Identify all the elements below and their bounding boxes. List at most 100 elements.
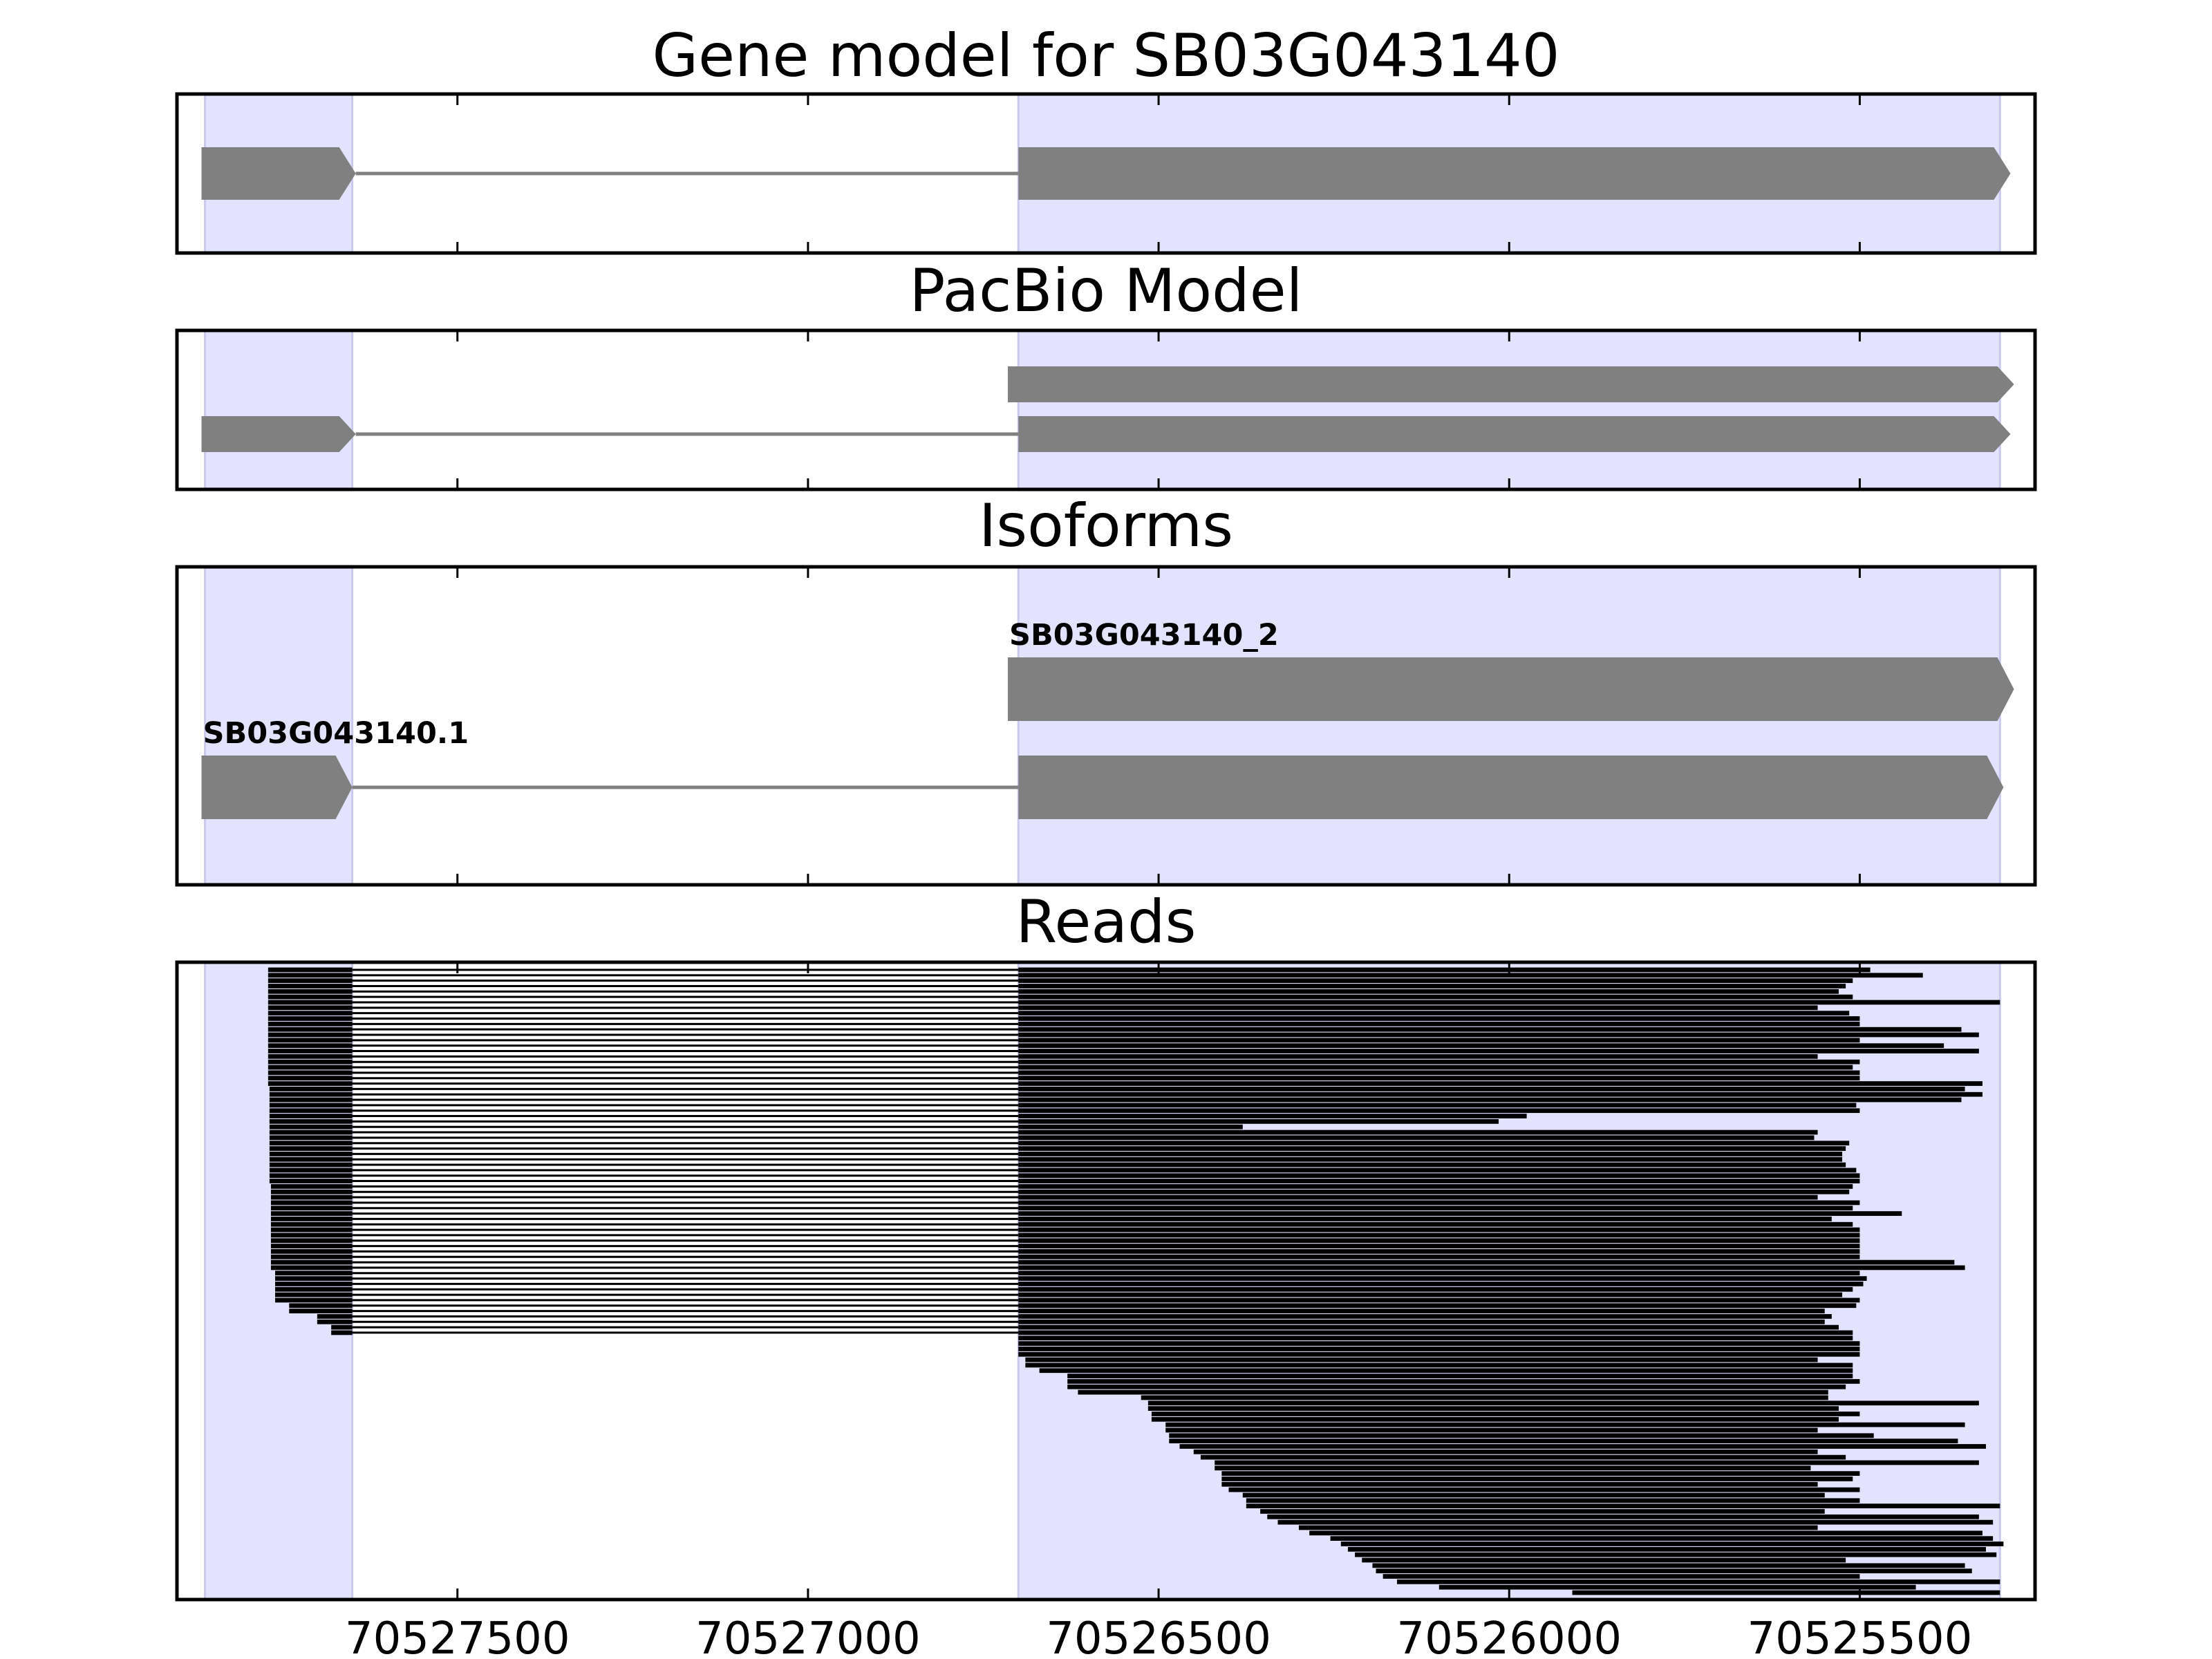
read-exon-block [1018, 1011, 1850, 1016]
read-exon-block [1018, 1162, 1846, 1168]
read-exon-block [1018, 1324, 1839, 1330]
read-exon-block [269, 1162, 353, 1168]
panel-title-isoforms: Isoforms [979, 491, 1233, 561]
read-exon-block [1018, 1053, 1818, 1059]
read-exon-block [1018, 1217, 1832, 1221]
read-exon-block [1018, 1335, 1853, 1341]
read-exon-block [1165, 1422, 1965, 1427]
read-exon-block [1221, 1471, 1860, 1477]
read-exon-block [275, 1282, 353, 1286]
read-exon-block [1018, 1271, 1860, 1276]
read-exon-block [1018, 1254, 1860, 1259]
read-exon-block [1018, 1194, 1818, 1200]
read-exon-block [1018, 1043, 1944, 1049]
read-exon-block [1018, 1130, 1818, 1135]
read-exon-block [1018, 1341, 1860, 1346]
read-exon-block [1376, 1568, 1972, 1574]
read-exon-block [1018, 1238, 1860, 1244]
read-exon-block [1215, 1460, 1979, 1465]
read-exon-block [1018, 1227, 1860, 1232]
read-exon-block [1215, 1465, 1811, 1471]
read-exon-block [1018, 1303, 1857, 1309]
read-exon-block [269, 1135, 353, 1141]
read-exon-block [270, 1249, 353, 1254]
read-exon-block [1018, 1152, 1843, 1156]
exon-block [1018, 416, 2011, 452]
read-exon-block [1018, 994, 1853, 1000]
read-exon-block [1018, 1347, 1860, 1351]
read-exon-block [1228, 1487, 1860, 1492]
read-exon-block [317, 1319, 353, 1324]
read-exon-block [1018, 1286, 1853, 1292]
shaded-exon-region-2 [1017, 565, 2001, 886]
read-exon-block [1018, 984, 1846, 988]
read-exon-block [270, 1200, 353, 1206]
read-exon-block [270, 1206, 353, 1211]
read-exon-block [269, 1146, 353, 1151]
panel-frame-isoforms [175, 565, 2037, 887]
read-exon-block [269, 1114, 353, 1118]
read-exon-block [1018, 1282, 1864, 1286]
read-exon-block [1018, 973, 1923, 978]
read-exon-block [275, 1297, 353, 1303]
read-exon-block [1018, 1108, 1860, 1114]
read-exon-block [270, 1217, 353, 1221]
x-tick-label: 70525500 [1747, 1613, 1973, 1659]
read-exon-block [1018, 1184, 1853, 1189]
read-exon-block [1018, 1135, 1815, 1141]
read-exon-block [270, 1211, 353, 1216]
read-exon-block [269, 1119, 353, 1124]
read-exon-block [331, 1330, 353, 1335]
read-exon-block [1362, 1557, 1846, 1563]
read-exon-block [1039, 1368, 1853, 1374]
read-exon-block [1347, 1546, 1986, 1552]
read-exon-block [1067, 1384, 1846, 1389]
panel-frame-reads [175, 960, 2037, 1602]
read-exon-block [270, 1244, 353, 1248]
read-exon-block [268, 967, 353, 973]
isoform-label: SB03G043140.1 [203, 716, 469, 751]
read-exon-block [268, 1021, 353, 1027]
read-exon-block [268, 973, 353, 978]
read-exon-block [1355, 1552, 1997, 1557]
read-exon-block [1018, 1173, 1860, 1179]
read-exon-block [1298, 1525, 1818, 1530]
read-exon-block [1018, 1330, 1853, 1335]
read-exon-block [1018, 1297, 1860, 1303]
read-exon-block [1018, 1000, 2000, 1005]
exon-block [1018, 147, 2011, 200]
read-exon-block [1018, 988, 1839, 994]
read-exon-block [1018, 1016, 1860, 1021]
read-exon-block [270, 1194, 353, 1200]
read-exon-block [269, 1156, 353, 1162]
exon-block [201, 756, 353, 819]
read-exon-block [1277, 1519, 1994, 1525]
read-exon-block [1372, 1563, 1965, 1568]
read-exon-block [1340, 1541, 2004, 1546]
read-exon-block [1025, 1362, 1853, 1368]
shaded-exon-region-2 [1017, 329, 2001, 491]
read-exon-block [268, 1043, 353, 1049]
read-exon-block [289, 1303, 353, 1309]
read-exon-block [270, 1184, 353, 1189]
read-exon-block [1018, 1244, 1860, 1248]
read-exon-block [275, 1286, 353, 1292]
read-exon-block [1018, 967, 1871, 973]
read-exon-block [268, 1038, 353, 1043]
read-exon-block [268, 1000, 353, 1005]
read-exon-block [268, 984, 353, 988]
read-exon-block [269, 1130, 353, 1135]
read-exon-block [268, 1005, 353, 1011]
panel-pacbio-model: PacBio Model [175, 256, 2037, 491]
read-exon-block [268, 1053, 353, 1059]
read-exon-block [275, 1292, 353, 1297]
read-exon-block [1018, 978, 1853, 984]
read-exon-block [269, 1108, 353, 1114]
read-exon-block [1018, 1156, 1843, 1162]
read-exon-block [1147, 1406, 1839, 1411]
panel-frame-pacbio-model [175, 328, 2037, 491]
read-exon-block [1018, 1124, 1243, 1130]
read-exon-block [1018, 1265, 1965, 1271]
exon-block [1018, 756, 2004, 819]
x-tick-label: 70526000 [1396, 1613, 1622, 1659]
